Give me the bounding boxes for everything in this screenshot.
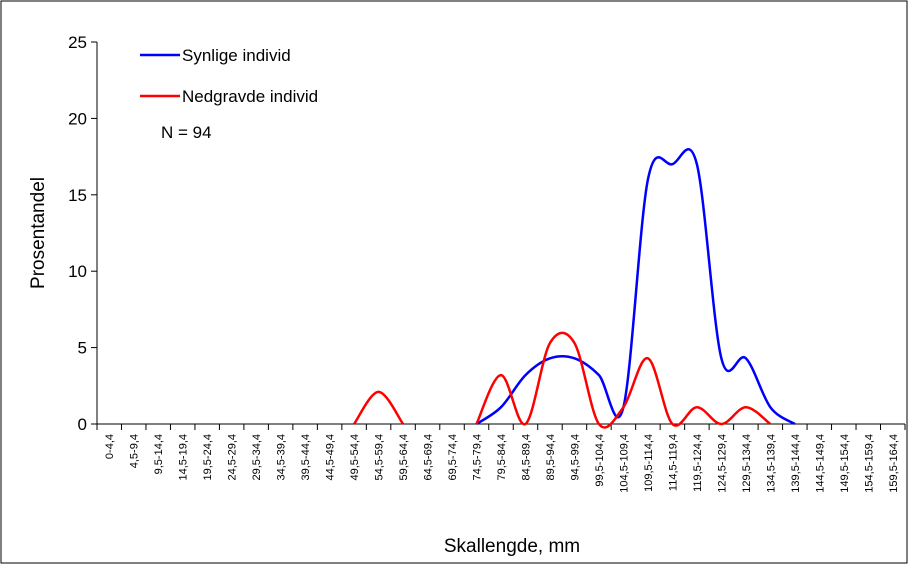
x-tick-label: 74,5-79,4 <box>472 434 484 480</box>
x-axis-label: Skallengde, mm <box>444 536 580 557</box>
x-tick-label: 64,5-69,4 <box>423 434 435 480</box>
x-tick-label: 34,5-39,4 <box>276 434 288 480</box>
x-tick-label: 4,5-9,4 <box>129 434 141 468</box>
legend-label: Nedgravde individ <box>182 87 318 106</box>
y-tick-label: 20 <box>68 109 87 128</box>
x-tick-label: 44,5-49,4 <box>325 434 337 480</box>
y-tick-label: 10 <box>68 262 87 281</box>
x-tick-label: 84,5-89,4 <box>520 434 532 480</box>
x-tick-label: 29,5-34,4 <box>251 434 263 480</box>
x-tick-label: 49,5-54,4 <box>349 434 361 480</box>
x-tick-label: 0-4,4 <box>104 434 116 459</box>
line-series <box>475 148 796 426</box>
x-tick-label: 104,5-109,4 <box>618 434 630 493</box>
x-tick-label: 79,5-84,4 <box>496 434 508 480</box>
legend-label: Synlige individ <box>182 46 291 65</box>
x-tick-label: 119,5-124,4 <box>692 434 704 492</box>
y-tick-label: 15 <box>68 186 87 205</box>
x-tick-label: 109,5-114,4 <box>643 434 655 492</box>
x-tick-label: 154,5-159,4 <box>863 434 875 493</box>
x-tick-label: 14,5-19,4 <box>178 434 190 480</box>
x-tick-label: 144,5-149,4 <box>814 434 826 493</box>
x-tick-label: 9,5-14,4 <box>153 434 165 474</box>
x-tick-label: 129,5-134,4 <box>741 434 753 493</box>
x-tick-label: 134,5-139,4 <box>765 434 777 493</box>
x-tick-label: 54,5-59,4 <box>374 434 386 480</box>
x-tick-label: 24,5-29,4 <box>227 434 239 480</box>
y-tick-label: 25 <box>68 33 87 52</box>
x-tick-label: 69,5-74,4 <box>447 434 459 480</box>
x-tick-label: 149,5-154,4 <box>839 434 851 493</box>
x-tick-label: 59,5-64,4 <box>398 434 410 480</box>
x-tick-label: 114,5-119,4 <box>667 434 679 491</box>
x-tick-label: 19,5-24,4 <box>202 434 214 480</box>
x-tick-label: 89,5-94,4 <box>545 434 557 480</box>
y-tick-label: 5 <box>78 339 87 358</box>
x-tick-label: 159,5-164,4 <box>888 434 900 493</box>
x-tick-label: 139,5-144,4 <box>790 434 802 493</box>
x-tick-label: 99,5-104,4 <box>594 434 606 487</box>
x-tick-label: 124,5-129,4 <box>716 434 728 493</box>
y-tick-label: 0 <box>78 415 87 434</box>
x-tick-label: 94,5-99,4 <box>569 434 581 480</box>
y-axis-label: Prosentandel <box>28 177 49 289</box>
annotation: N = 94 <box>161 123 212 142</box>
x-tick-label: 39,5-44,4 <box>300 434 312 480</box>
line-series <box>353 331 772 429</box>
